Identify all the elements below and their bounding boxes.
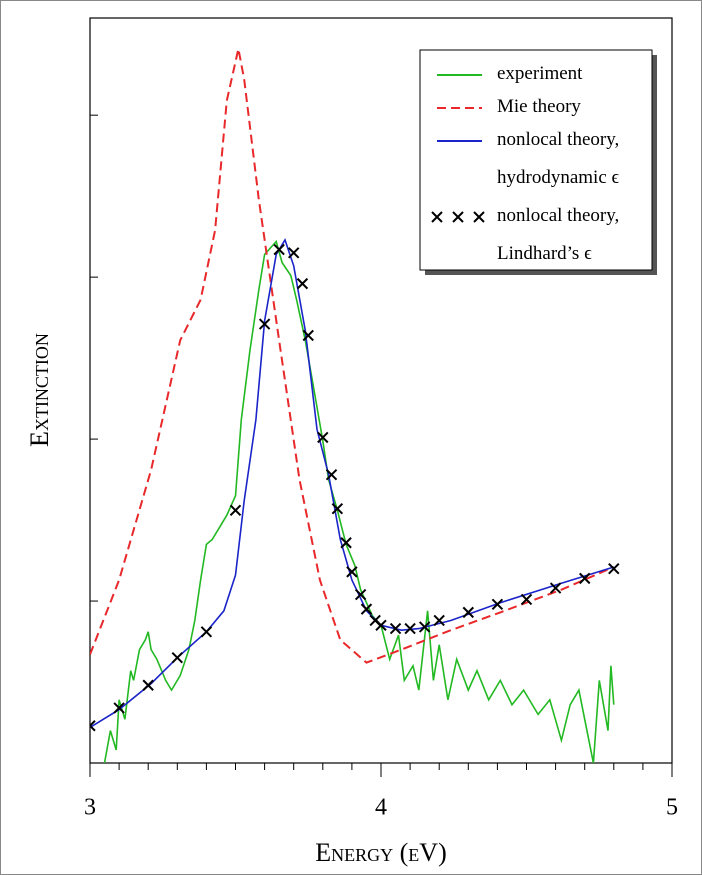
marker bbox=[325, 469, 338, 481]
series-line bbox=[90, 48, 615, 664]
marker bbox=[200, 626, 213, 638]
legend-label: experiment bbox=[497, 63, 583, 84]
marker bbox=[491, 598, 504, 610]
marker bbox=[375, 619, 387, 632]
marker bbox=[473, 211, 485, 223]
marker bbox=[171, 652, 184, 664]
marker bbox=[113, 702, 125, 714]
marker bbox=[452, 211, 464, 223]
legend-label: nonlocal theory, hydrodynamic ϵ bbox=[497, 129, 620, 188]
marker bbox=[258, 318, 271, 330]
x-axis-title: Energy (eV) bbox=[315, 838, 446, 867]
legend-box bbox=[419, 49, 653, 271]
marker bbox=[142, 679, 154, 691]
marker bbox=[229, 504, 242, 517]
marker bbox=[296, 277, 309, 290]
marker bbox=[418, 621, 431, 633]
x-tick-label: 5 bbox=[666, 795, 678, 821]
marker bbox=[360, 603, 373, 615]
x-tick-label: 4 bbox=[375, 795, 387, 821]
marker bbox=[346, 566, 358, 578]
marker bbox=[431, 211, 443, 223]
marker bbox=[578, 572, 591, 585]
marker bbox=[90, 720, 96, 732]
marker bbox=[273, 243, 285, 256]
legend-label: Mie theory bbox=[497, 96, 581, 117]
plot-area bbox=[90, 48, 620, 763]
marker bbox=[462, 606, 475, 619]
marker bbox=[404, 622, 416, 635]
x-tick-label: 3 bbox=[84, 795, 96, 821]
marker bbox=[340, 537, 352, 549]
y-axis-title: Extinction bbox=[25, 333, 54, 447]
marker bbox=[433, 614, 445, 627]
marker bbox=[287, 247, 300, 259]
marker bbox=[302, 329, 314, 342]
marker bbox=[608, 562, 620, 575]
marker bbox=[331, 503, 344, 515]
marker bbox=[520, 593, 533, 606]
marker bbox=[389, 622, 402, 635]
marker bbox=[317, 431, 329, 444]
series-line bbox=[103, 239, 615, 763]
legend-label: nonlocal theory, Lindhard’s ϵ bbox=[497, 205, 619, 264]
marker bbox=[549, 582, 562, 594]
marker bbox=[354, 588, 367, 601]
